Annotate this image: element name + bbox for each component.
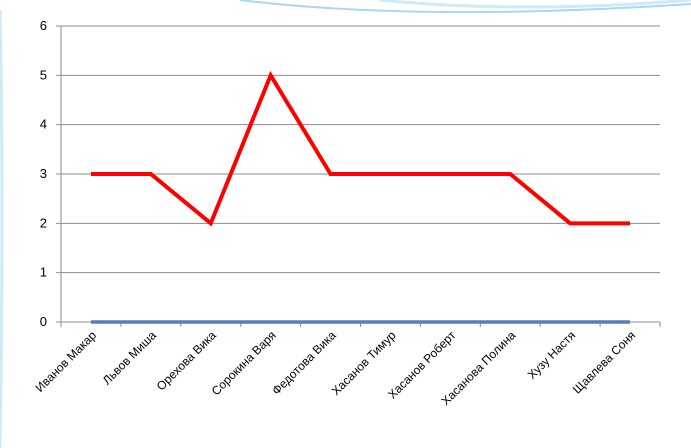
- decorative-curve-top: [239, 0, 691, 14]
- y-tick-label: 6: [40, 18, 47, 33]
- series-line-0: [90, 70, 631, 227]
- decorative-curve-left: [0, 9, 4, 448]
- x-tick-label: Львов Миша: [100, 328, 159, 387]
- y-tick-label: 5: [40, 67, 47, 82]
- x-tick-label: Иванов Макар: [32, 328, 99, 395]
- y-axis-ticks: 0 1 2 3 4 5 6: [40, 18, 61, 329]
- series-lines: [90, 70, 631, 324]
- y-tick-label: 3: [40, 166, 47, 181]
- x-tick-label: Щавлева Соня: [570, 328, 638, 396]
- y-tick-label: 2: [40, 215, 47, 230]
- gridlines: [61, 25, 660, 274]
- decorative-curve-top-light: [379, 0, 691, 9]
- y-tick-label: 4: [40, 117, 47, 132]
- x-tick-label: Хузу Настя: [525, 328, 579, 382]
- y-tick-label: 1: [40, 265, 47, 280]
- y-tick-label: 0: [40, 314, 47, 329]
- x-tick-label: Орехова Вика: [154, 328, 219, 393]
